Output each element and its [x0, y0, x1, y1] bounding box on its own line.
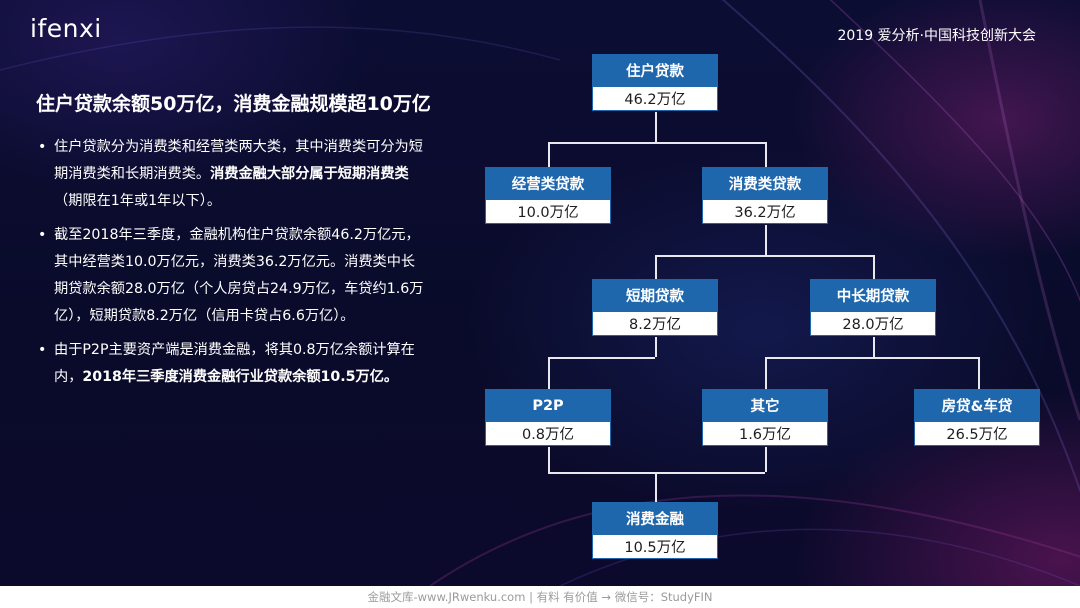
node-consumer-loans: 消费类贷款 36.2万亿	[702, 167, 828, 225]
connector	[655, 112, 657, 142]
connector	[978, 357, 980, 389]
node-value: 10.5万亿	[592, 535, 718, 559]
connector	[655, 337, 657, 357]
background-swirls	[0, 0, 1080, 586]
node-value: 36.2万亿	[702, 200, 828, 224]
node-title: 消费金融	[592, 502, 718, 535]
connector	[548, 447, 550, 472]
connector	[548, 142, 765, 144]
bullet-item-2: • 截至2018年三季度，金融机构住户贷款余额46.2万亿元，其中经营类10.0…	[38, 222, 428, 330]
connector	[765, 357, 767, 389]
node-other: 其它 1.6万亿	[702, 389, 828, 447]
node-business-loans: 经营类贷款 10.0万亿	[485, 167, 611, 225]
connector	[548, 357, 550, 389]
node-title: 消费类贷款	[702, 167, 828, 200]
bullet-emphasis: 消费金融大部分属于短期消费类	[210, 166, 409, 182]
node-title: P2P	[485, 389, 611, 422]
connector	[655, 255, 873, 257]
connector	[655, 255, 657, 279]
slide: ifenxi 2019 爱分析·中国科技创新大会 住户贷款余额50万亿，消费金融…	[0, 0, 1080, 586]
bullet-text: 由于P2P主要资产端是消费金融，将其0.8万亿余额计算在内，	[54, 342, 415, 385]
node-household-loans: 住户贷款 46.2万亿	[592, 54, 718, 112]
node-title: 中长期贷款	[810, 279, 936, 312]
node-value: 0.8万亿	[485, 422, 611, 446]
node-value: 8.2万亿	[592, 312, 718, 336]
bullet-text: 截至2018年三季度，金融机构住户贷款余额46.2万亿元，其中经营类10.0万亿…	[54, 227, 424, 324]
connector	[548, 142, 550, 167]
connector	[548, 472, 765, 474]
bullet-emphasis: 2018年三季度消费金融行业贷款余额10.5万亿。	[82, 369, 399, 385]
bullet-item-3: • 由于P2P主要资产端是消费金融，将其0.8万亿余额计算在内，2018年三季度…	[38, 337, 428, 391]
bullet-text: （期限在1年或1年以下）。	[54, 193, 222, 209]
node-long-term-loans: 中长期贷款 28.0万亿	[810, 279, 936, 337]
node-mortgage-car-loans: 房贷&车贷 26.5万亿	[914, 389, 1040, 447]
logo: ifenxi	[30, 14, 102, 43]
footer-watermark: 金融文库-www.JRwenku.com | 有料 有价值 → 微信号：Stud…	[0, 586, 1080, 608]
conference-title: 2019 爱分析·中国科技创新大会	[837, 28, 1036, 44]
node-consumer-finance: 消费金融 10.5万亿	[592, 502, 718, 560]
node-title: 其它	[702, 389, 828, 422]
connector	[873, 255, 875, 279]
connector	[765, 357, 978, 359]
node-value: 10.0万亿	[485, 200, 611, 224]
bullet-list: • 住户贷款分为消费类和经营类两大类，其中消费类可分为短期消费类和长期消费类。消…	[38, 134, 428, 398]
node-short-term-loans: 短期贷款 8.2万亿	[592, 279, 718, 337]
connector	[548, 357, 655, 359]
bullet-marker: •	[38, 227, 47, 243]
node-title: 经营类贷款	[485, 167, 611, 200]
connector	[765, 142, 767, 167]
node-value: 26.5万亿	[914, 422, 1040, 446]
bullet-text: 住户贷款分为消费类和经营类两大类，其中消费类可分为短期消费类和长期消费类。	[54, 139, 423, 182]
node-title: 住户贷款	[592, 54, 718, 87]
node-value: 28.0万亿	[810, 312, 936, 336]
connector	[873, 337, 875, 357]
node-value: 1.6万亿	[702, 422, 828, 446]
connector	[765, 447, 767, 472]
node-title: 房贷&车贷	[914, 389, 1040, 422]
node-title: 短期贷款	[592, 279, 718, 312]
slide-headline: 住户贷款余额50万亿，消费金融规模超10万亿	[36, 93, 431, 115]
bullet-item-1: • 住户贷款分为消费类和经营类两大类，其中消费类可分为短期消费类和长期消费类。消…	[38, 134, 428, 215]
connector	[765, 225, 767, 255]
bullet-marker: •	[38, 139, 47, 155]
bullet-marker: •	[38, 342, 47, 358]
connector	[655, 472, 657, 502]
node-p2p: P2P 0.8万亿	[485, 389, 611, 447]
node-value: 46.2万亿	[592, 87, 718, 111]
